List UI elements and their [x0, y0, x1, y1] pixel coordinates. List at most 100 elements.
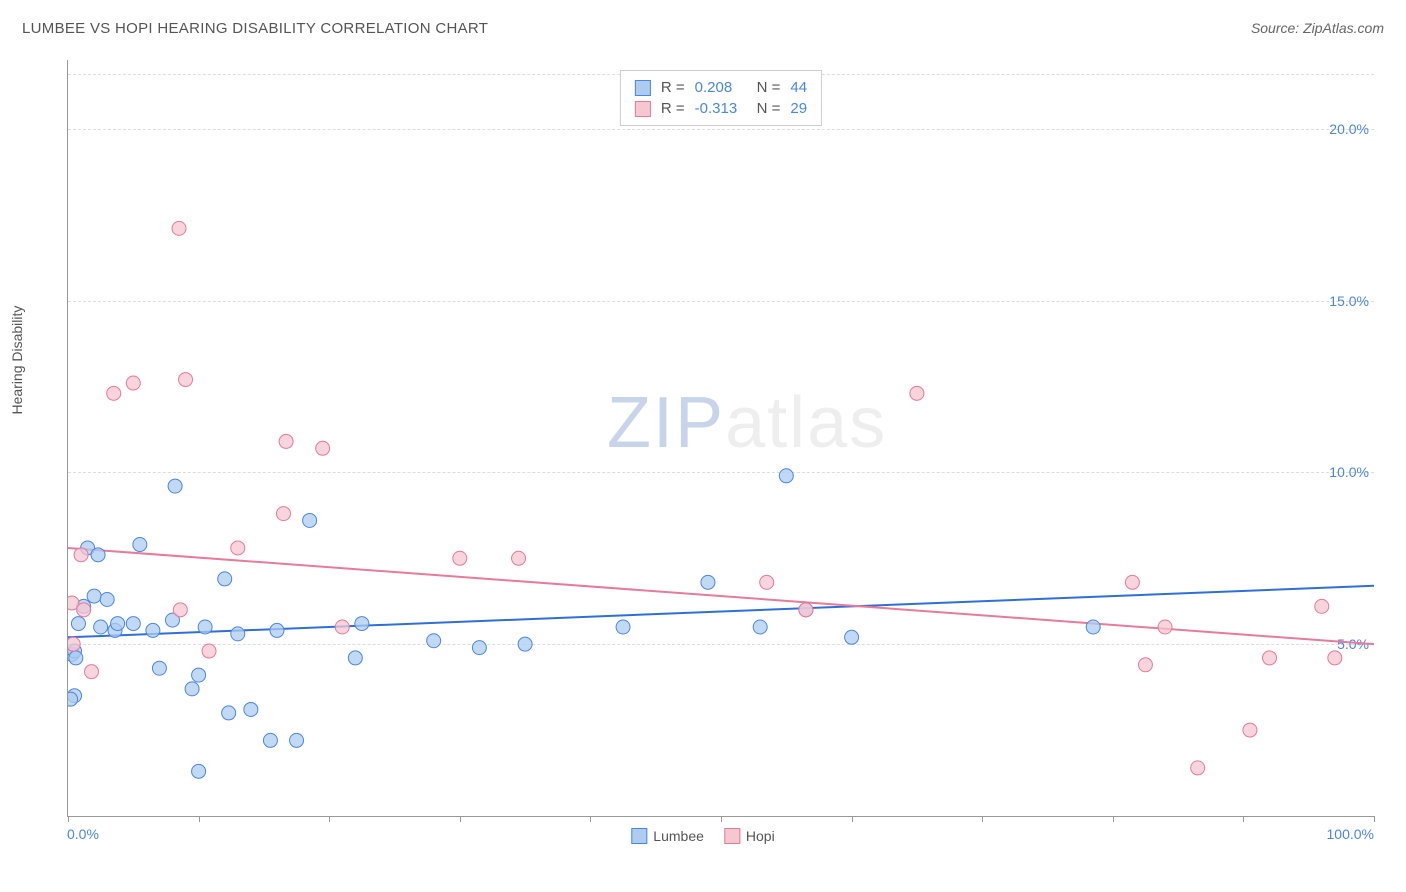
scatter-point	[845, 630, 859, 644]
source-name: ZipAtlas.com	[1303, 20, 1384, 36]
scatter-point	[192, 668, 206, 682]
scatter-point	[472, 641, 486, 655]
scatter-point	[146, 623, 160, 637]
scatter-point	[111, 617, 125, 631]
x-tick	[852, 816, 853, 822]
chart-header: LUMBEE VS HOPI HEARING DISABILITY CORREL…	[22, 20, 1384, 37]
scatter-point	[427, 634, 441, 648]
scatter-point	[1328, 651, 1342, 665]
source-attribution: Source: ZipAtlas.com	[1251, 20, 1384, 36]
chart-title: LUMBEE VS HOPI HEARING DISABILITY CORREL…	[22, 20, 488, 37]
x-tick	[721, 816, 722, 822]
legend-row: R = 0.208 N = 44	[635, 77, 807, 98]
scatter-point	[355, 617, 369, 631]
scatter-point	[1243, 723, 1257, 737]
scatter-point	[87, 589, 101, 603]
scatter-point	[303, 513, 317, 527]
n-value: 29	[790, 100, 807, 117]
scatter-point	[179, 373, 193, 387]
scatter-point	[348, 651, 362, 665]
scatter-point	[616, 620, 630, 634]
n-value: 44	[790, 79, 807, 96]
scatter-point	[270, 623, 284, 637]
scatter-point	[85, 665, 99, 679]
scatter-point	[91, 548, 105, 562]
scatter-point	[1138, 658, 1152, 672]
scatter-point	[263, 733, 277, 747]
n-label: N =	[757, 79, 781, 96]
legend-swatch	[631, 828, 647, 844]
scatter-point	[202, 644, 216, 658]
scatter-point	[453, 551, 467, 565]
scatter-point	[168, 479, 182, 493]
x-tick	[1113, 816, 1114, 822]
x-tick	[1374, 816, 1375, 822]
scatter-point	[172, 221, 186, 235]
y-axis-label: Hearing Disability	[9, 306, 25, 415]
x-tick	[199, 816, 200, 822]
scatter-point	[316, 441, 330, 455]
scatter-point	[231, 627, 245, 641]
x-tick	[1243, 816, 1244, 822]
scatter-point	[100, 593, 114, 607]
scatter-point	[244, 702, 258, 716]
scatter-point	[68, 692, 78, 706]
scatter-point	[1086, 620, 1100, 634]
scatter-point	[1158, 620, 1172, 634]
r-value: 0.208	[695, 79, 747, 96]
scatter-point	[133, 538, 147, 552]
scatter-point	[222, 706, 236, 720]
scatter-point	[218, 572, 232, 586]
scatter-point	[701, 575, 715, 589]
plot-area: ZIPatlas 5.0%10.0%15.0%20.0% R =0.208N =…	[67, 60, 1374, 817]
scatter-point	[276, 507, 290, 521]
scatter-point	[71, 617, 85, 631]
scatter-point	[69, 651, 83, 665]
scatter-point	[94, 620, 108, 634]
r-label: R =	[661, 79, 685, 96]
scatter-point	[518, 637, 532, 651]
x-tick	[460, 816, 461, 822]
source-prefix: Source:	[1251, 20, 1303, 36]
scatter-point	[192, 764, 206, 778]
scatter-point	[173, 603, 187, 617]
scatter-point	[77, 603, 91, 617]
scatter-point	[760, 575, 774, 589]
scatter-point	[126, 376, 140, 390]
legend-label: Lumbee	[653, 828, 704, 844]
scatter-point	[910, 386, 924, 400]
x-axis-max-label: 100.0%	[1327, 826, 1374, 842]
legend-row: R =-0.313N =29	[635, 98, 807, 119]
x-tick	[982, 816, 983, 822]
scatter-point	[68, 637, 80, 651]
scatter-overlay	[68, 60, 1374, 816]
scatter-point	[779, 469, 793, 483]
scatter-point	[107, 386, 121, 400]
scatter-point	[279, 434, 293, 448]
legend-swatch	[724, 828, 740, 844]
scatter-point	[753, 620, 767, 634]
scatter-point	[152, 661, 166, 675]
n-label: N =	[757, 100, 781, 117]
x-tick	[590, 816, 591, 822]
legend-swatch	[635, 80, 651, 96]
legend-item: Lumbee	[631, 828, 704, 844]
scatter-point	[1263, 651, 1277, 665]
legend-swatch	[635, 101, 651, 117]
scatter-point	[198, 620, 212, 634]
legend-label: Hopi	[746, 828, 775, 844]
scatter-point	[74, 548, 88, 562]
x-tick	[329, 816, 330, 822]
chart-container: Hearing Disability ZIPatlas 5.0%10.0%15.…	[22, 50, 1384, 872]
scatter-point	[1315, 599, 1329, 613]
x-tick	[68, 816, 69, 822]
scatter-point	[185, 682, 199, 696]
scatter-point	[799, 603, 813, 617]
scatter-point	[290, 733, 304, 747]
scatter-point	[335, 620, 349, 634]
scatter-point	[126, 617, 140, 631]
x-axis-min-label: 0.0%	[67, 826, 99, 842]
legend-item: Hopi	[724, 828, 775, 844]
series-legend: Lumbee Hopi	[631, 828, 774, 844]
r-value: -0.313	[695, 100, 747, 117]
